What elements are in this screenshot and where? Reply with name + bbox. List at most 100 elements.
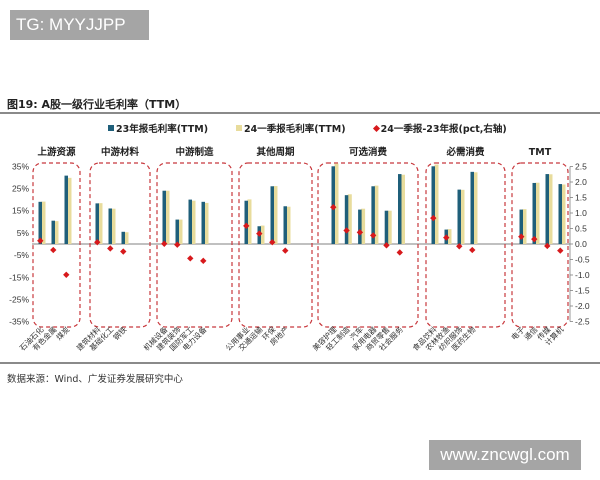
bar-24q1 xyxy=(401,174,405,244)
bar-24q1 xyxy=(522,209,527,244)
bar-24q1 xyxy=(98,203,103,244)
bar-24q1 xyxy=(260,225,265,244)
diff-diamond-marker xyxy=(37,237,44,244)
bar-24q1 xyxy=(54,221,59,244)
right-axis-tick-label: -2.0 xyxy=(575,301,590,311)
right-axis-tick-label: -2.5 xyxy=(575,317,590,327)
legend-swatch-square-icon xyxy=(236,125,243,131)
bar-24q1 xyxy=(434,164,439,244)
data-source-note: 数据来源：Wind、广发证券发展研究中心 xyxy=(7,374,183,385)
bar-23y xyxy=(470,171,474,244)
legend-item-series2: 24一季报毛利率(TTM) xyxy=(236,121,346,135)
bar-24q1 xyxy=(473,172,478,244)
group-box xyxy=(238,162,313,328)
chart-legend: 23年报毛利率(TTM) 24一季报毛利率(TTM) 24一季报-23年报(pc… xyxy=(108,121,507,135)
diff-diamond-marker xyxy=(469,246,476,254)
bar-24q1 xyxy=(548,174,553,244)
bar-23y xyxy=(51,220,55,244)
bar-23y xyxy=(457,189,461,244)
right-axis-tick-label: 1.0 xyxy=(575,208,587,218)
diff-diamond-marker xyxy=(282,247,289,254)
diff-diamond-marker xyxy=(63,271,70,278)
watermark-bottom: www.zncwgl.com xyxy=(429,440,581,470)
diff-diamond-marker xyxy=(544,242,551,250)
bar-24q1 xyxy=(67,177,72,244)
diff-diamond-marker xyxy=(343,227,350,234)
left-axis-tick-label: -35% xyxy=(9,317,29,327)
bar-23y xyxy=(398,174,402,244)
bar-23y xyxy=(371,186,375,244)
bar-24q1 xyxy=(273,186,278,244)
left-axis-tick-label: 5% xyxy=(17,228,30,238)
bar-24q1 xyxy=(334,163,339,244)
legend-label: 23年报毛利率(TTM) xyxy=(116,124,209,135)
bar-24q1 xyxy=(124,232,129,244)
diff-diamond-marker xyxy=(330,204,337,211)
legend-swatch-square-icon xyxy=(108,125,114,131)
group-label: 中游材料 xyxy=(101,146,140,158)
left-axis-tick-label: -15% xyxy=(9,272,29,282)
bar-24q1 xyxy=(111,208,116,244)
bar-23y xyxy=(64,175,68,244)
bar-24q1 xyxy=(41,201,46,244)
diff-diamond-marker xyxy=(161,240,168,247)
title-divider xyxy=(0,112,600,114)
bar-23y xyxy=(558,184,562,244)
group-label: 中游制造 xyxy=(175,146,214,158)
bar-23y xyxy=(431,166,435,244)
diff-diamond-marker xyxy=(356,229,364,236)
right-axis-tick-label: -1.0 xyxy=(575,270,590,280)
bar-24q1 xyxy=(347,194,352,244)
diff-diamond-marker xyxy=(443,234,450,241)
group-label: 可选消费 xyxy=(349,146,388,158)
legend-item-series1: 23年报毛利率(TTM) xyxy=(108,121,208,135)
left-axis-tick-label: 15% xyxy=(12,206,29,216)
group-box xyxy=(511,162,569,328)
right-axis-tick-label: 2.5 xyxy=(575,162,587,172)
bar-24q1 xyxy=(191,200,196,244)
bar-23y xyxy=(244,200,248,244)
bar-23y xyxy=(95,203,99,244)
diff-diamond-marker xyxy=(200,257,207,265)
source-divider xyxy=(0,362,600,364)
bar-24q1 xyxy=(165,190,170,244)
bar-24q1 xyxy=(286,206,291,244)
group-box xyxy=(317,162,419,328)
bar-23y xyxy=(532,182,536,244)
bar-24q1 xyxy=(361,208,366,244)
bar-24q1 xyxy=(447,229,452,244)
left-axis-tick-label: -25% xyxy=(9,295,29,305)
group-label: 必需消费 xyxy=(445,146,485,158)
group-box xyxy=(156,162,233,328)
right-axis-tick-label: -0.5 xyxy=(575,255,590,265)
bar-23y xyxy=(270,186,274,244)
legend-label: 24一季报毛利率(TTM) xyxy=(244,124,346,135)
left-axis-tick-label: 25% xyxy=(12,184,29,194)
right-axis-tick-label: -1.5 xyxy=(575,286,590,296)
diff-diamond-marker xyxy=(396,249,403,256)
bar-23y xyxy=(519,209,523,244)
bar-23y xyxy=(188,199,192,244)
diff-diamond-marker xyxy=(94,239,101,246)
bar-24q1 xyxy=(535,182,540,244)
diff-diamond-marker xyxy=(120,248,127,255)
bar-23y xyxy=(545,174,549,244)
bar-24q1 xyxy=(561,184,566,244)
bar-24q1 xyxy=(374,185,379,244)
bar-23y xyxy=(175,219,179,244)
diff-diamond-marker xyxy=(531,235,538,243)
bar-23y xyxy=(358,209,362,244)
group-label: 上游资源 xyxy=(37,146,76,158)
bar-23y xyxy=(201,201,205,244)
bar-24q1 xyxy=(178,219,183,244)
legend-swatch-diamond-icon xyxy=(372,124,380,132)
bar-24q1 xyxy=(460,189,465,244)
figure-title: 图19: A股一级行业毛利率（TTM） xyxy=(7,98,187,111)
group-box xyxy=(89,162,151,328)
diff-diamond-marker xyxy=(557,247,564,254)
bar-23y xyxy=(108,208,112,244)
right-axis-tick-label: 0.5 xyxy=(575,224,587,234)
diff-diamond-marker xyxy=(50,246,57,254)
bar-chart: 35% 25% 15% 5% -5% -15% -25% -35% 2.5 2.0 1.5 1.0 0.… xyxy=(9,146,590,353)
group-label: TMT xyxy=(529,147,552,158)
